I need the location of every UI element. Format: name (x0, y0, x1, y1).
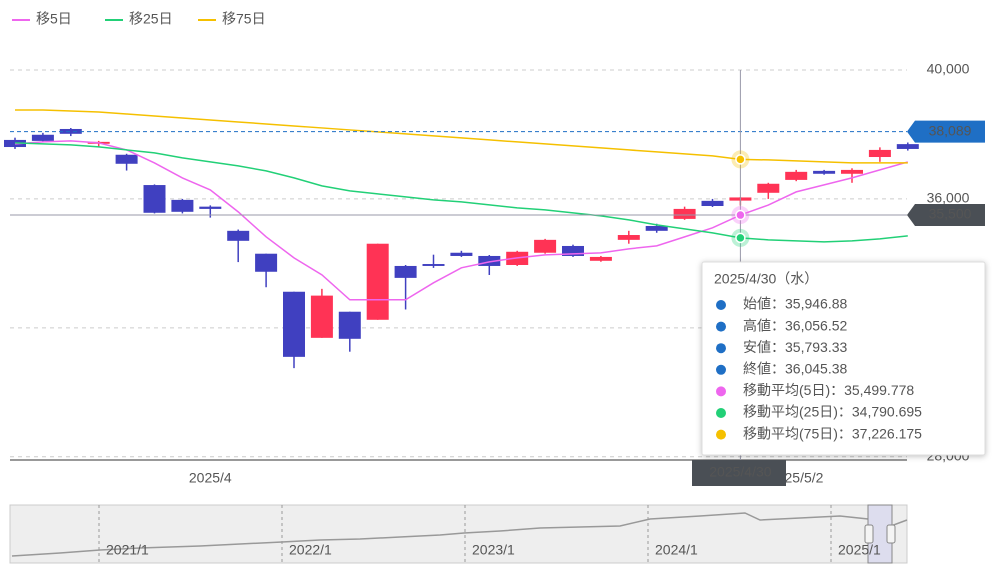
candle-body (562, 245, 584, 256)
tooltip-row: 始値：35,946.88 (743, 296, 847, 312)
y-tick-label: 40,000 (927, 61, 970, 77)
tooltip-row: 移動平均(5日)：35,499.778 (743, 382, 914, 398)
legend-label: 移5日 (36, 11, 72, 27)
tooltip-bullet (716, 386, 726, 397)
candle-body (673, 208, 696, 219)
candle-body (422, 264, 445, 266)
tooltip-bullet (716, 300, 726, 310)
tooltip-row: 高値：36,056.52 (743, 317, 847, 333)
candle-body (478, 255, 501, 266)
candle-body (115, 154, 138, 164)
y-tick-label: 36,000 (927, 190, 970, 206)
navigator-label: 2021/1 (106, 542, 149, 558)
crosshair-tag (907, 204, 985, 227)
ma-line (14, 140, 909, 301)
navigator-line (11, 512, 908, 557)
tooltip-bullet (716, 343, 726, 354)
ma-point (735, 232, 746, 244)
candle-body (757, 183, 780, 193)
tooltip-row: 移動平均(75日)：37,226.175 (743, 425, 922, 441)
navigator-label: 2023/1 (472, 542, 515, 558)
candle-body (868, 149, 891, 158)
navigator-label: 2024/1 (655, 542, 698, 558)
tooltip-row: 終値：36,045.38 (743, 361, 847, 377)
tooltip-box (701, 261, 986, 456)
candle-body (645, 225, 668, 231)
candle-body (589, 256, 612, 261)
candle-body (617, 235, 640, 240)
candle-body (841, 169, 863, 174)
candle-body (701, 200, 724, 207)
legend-label: 移25日 (129, 11, 173, 27)
tooltip-bullet (716, 429, 726, 440)
candle-body (785, 171, 808, 180)
candle-body (59, 128, 82, 134)
tooltip-row: 移動平均(25日)：34,790.695 (743, 404, 922, 420)
last-price-tag (907, 120, 985, 143)
candle-body (394, 265, 417, 278)
candle-body (199, 206, 222, 209)
navigator-handle[interactable] (864, 524, 874, 544)
x-tick-label: 2025/4 (189, 470, 232, 486)
last-price-label: 38,089 (929, 122, 972, 138)
candle-body (255, 253, 278, 272)
ma-point (735, 154, 746, 165)
ma-line (15, 109, 908, 164)
candle-body (896, 144, 919, 149)
candle-body (310, 295, 333, 338)
candle-body (31, 134, 54, 141)
tooltip-bullet (716, 321, 726, 332)
navigator-label: 2025/1 (838, 542, 881, 558)
candle-body (813, 170, 836, 174)
crosshair-date-box (692, 460, 786, 486)
tooltip-bullet (716, 364, 726, 375)
candle-body (143, 185, 166, 213)
navigator-label: 2022/1 (289, 542, 332, 558)
candle-body (366, 243, 389, 320)
navigator-handle[interactable] (886, 524, 896, 544)
candle-body (283, 291, 305, 357)
candle-body (338, 311, 361, 339)
legend-label: 移75日 (222, 11, 266, 27)
tooltip-row: 安値：35,793.33 (743, 339, 847, 355)
candle-body (171, 199, 194, 212)
tooltip-bullet (716, 408, 726, 418)
candle-body (534, 239, 557, 253)
crosshair-label: 35,500 (929, 206, 972, 222)
candle-body (450, 252, 473, 256)
crosshair-date: 2025/4/30 (709, 464, 771, 480)
candle-body (227, 230, 250, 241)
tooltip-title: 2025/4/30（水） (714, 271, 818, 287)
ma-line (14, 142, 908, 243)
ma-point (735, 209, 746, 221)
